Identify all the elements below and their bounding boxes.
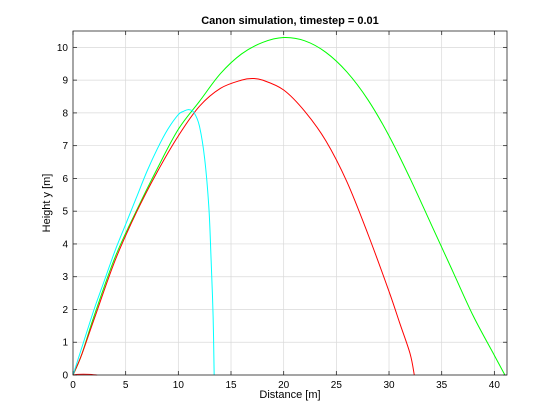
x-axis-label: Distance [m]: [259, 389, 320, 401]
x-tick-label: 30: [383, 380, 395, 391]
tick-marks: [72, 31, 507, 376]
y-tick-label: 7: [62, 141, 68, 152]
series-line-2: [72, 109, 215, 376]
y-axis-label: Height y [m]: [41, 174, 53, 233]
y-tick-label: 5: [62, 207, 68, 218]
plot-background: [73, 31, 507, 375]
series-line-1: [72, 77, 415, 376]
y-tick-label: 4: [62, 239, 68, 250]
x-tick-label: 15: [225, 380, 237, 391]
y-tick-label: 8: [62, 108, 68, 119]
x-tick-label: 20: [278, 380, 290, 391]
y-tick-label: 1: [62, 338, 68, 349]
y-tick-label: 2: [62, 305, 68, 316]
x-tick-labels: 0 5 10 15 20 25 30 35 40: [70, 380, 500, 391]
y-tick-label: 10: [57, 43, 69, 54]
chart-title: Canon simulation, timestep = 0.01: [201, 15, 379, 27]
y-tick-label: 6: [62, 174, 68, 185]
y-tick-label: 9: [62, 76, 68, 87]
x-tick-label: 0: [70, 380, 76, 391]
y-tick-labels: 0 1 2 3 4 5 6 7 8 9 10: [57, 43, 69, 382]
x-tick-label: 10: [173, 380, 185, 391]
x-tick-label: 25: [331, 380, 343, 391]
y-tick-label: 0: [62, 371, 68, 382]
plot-frame: [72, 30, 508, 376]
series-line-0: [72, 37, 506, 376]
x-tick-label: 40: [489, 380, 501, 391]
y-tick-label: 3: [62, 272, 68, 283]
x-tick-label: 35: [436, 380, 448, 391]
x-tick-label: 5: [123, 380, 129, 391]
